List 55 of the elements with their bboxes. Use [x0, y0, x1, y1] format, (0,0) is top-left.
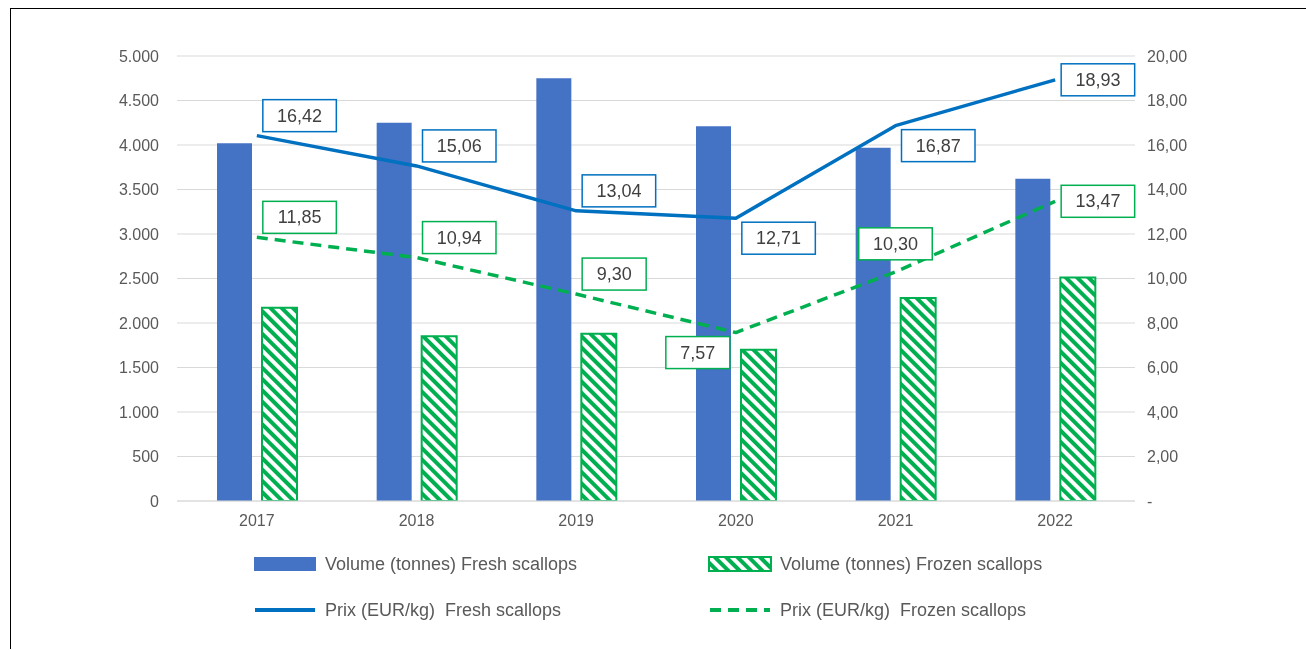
y-tick-label: 3.500: [118, 181, 160, 199]
x-tick-label: 2017: [239, 512, 275, 530]
data-label: 12,71: [756, 228, 802, 249]
y-tick-label: 4.500: [118, 92, 160, 110]
bar: [1059, 276, 1097, 501]
bar: [420, 335, 458, 501]
y-tick-label: 500: [132, 448, 160, 466]
data-label: 15,06: [436, 135, 482, 156]
bar: [1015, 178, 1051, 501]
data-label: 16,87: [915, 135, 961, 156]
y2-tick-label: 12,00: [1147, 225, 1188, 243]
y2-tick-label: 10,00: [1147, 270, 1188, 288]
legend-label: Volume (tonnes) Frozen scallops: [780, 553, 1043, 575]
y2-tick-label: 18,00: [1147, 92, 1188, 110]
legend-label: Prix (EUR/kg) Frozen scallops: [780, 599, 1027, 621]
bar: [536, 78, 572, 501]
data-label: 11,85: [277, 207, 322, 228]
y2-tick-label: 6,00: [1147, 359, 1179, 377]
data-label: 9,30: [596, 264, 632, 285]
y2-tick-label: 20,00: [1147, 47, 1188, 65]
y2-tick-label: 16,00: [1147, 136, 1188, 154]
y-tick-label: 5.000: [118, 47, 160, 65]
bar: [261, 306, 298, 501]
x-tick-label: 2021: [877, 512, 914, 530]
x-tick-label: 2019: [558, 512, 595, 530]
y2-tick-label: 4,00: [1147, 403, 1179, 421]
data-label: 13,04: [596, 180, 642, 201]
data-label: 18,93: [1075, 69, 1121, 90]
y-tick-label: 0: [150, 492, 160, 510]
y-tick-label: 4.000: [118, 136, 160, 154]
y2-tick-label: 8,00: [1147, 314, 1179, 332]
legend-label: Volume (tonnes) Fresh scallops: [325, 553, 578, 575]
line-series: [255, 199, 1057, 335]
data-label: 13,47: [1075, 191, 1121, 212]
y-tick-label: 2.000: [118, 314, 160, 332]
y2-tick-label: 14,00: [1147, 181, 1188, 199]
bar: [580, 332, 618, 501]
y2-tick-label: -: [1147, 492, 1153, 510]
data-label: 10,94: [436, 227, 482, 248]
data-label: 16,42: [277, 105, 323, 126]
bar: [376, 122, 412, 501]
data-label: 10,30: [872, 233, 919, 254]
bar: [899, 297, 937, 501]
bar: [740, 348, 777, 501]
bar: [217, 143, 252, 501]
x-tick-label: 2022: [1037, 512, 1074, 530]
y-tick-label: 3.000: [118, 225, 160, 243]
y-tick-label: 2.500: [118, 270, 160, 288]
y2-tick-label: 2,00: [1147, 448, 1179, 466]
x-tick-label: 2018: [398, 512, 435, 530]
legend-label: Prix (EUR/kg) Fresh scallops: [325, 599, 562, 621]
data-label: 7,57: [680, 342, 716, 363]
y-tick-label: 1.000: [118, 403, 160, 421]
y-tick-label: 1.500: [118, 359, 160, 377]
x-tick-label: 2020: [718, 512, 754, 530]
